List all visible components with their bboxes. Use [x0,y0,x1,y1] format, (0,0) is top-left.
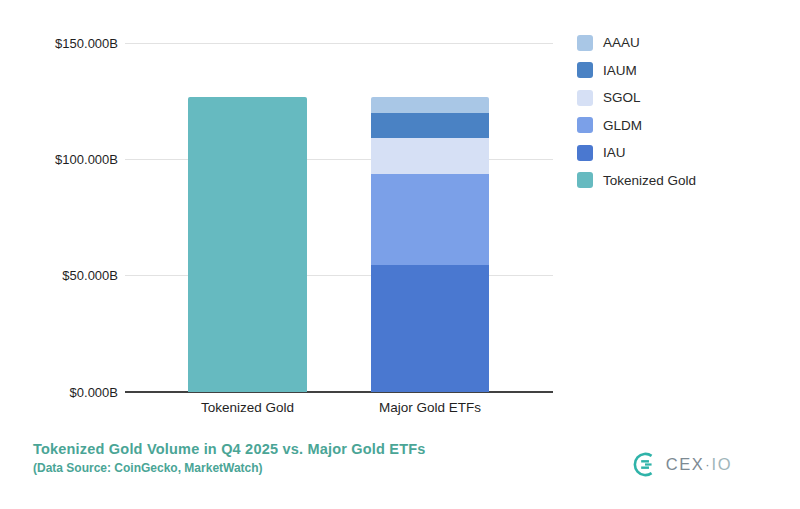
legend-label: IAUM [603,63,637,78]
legend-item-iaum: IAUM [577,62,696,79]
logo-text-cex: CEX [666,455,704,474]
legend-item-tokenized-gold: Tokenized Gold [577,172,696,189]
chart-title: Tokenized Gold Volume in Q4 2025 vs. Maj… [33,441,426,457]
bar-segment-iaum [371,113,489,138]
legend-item-sgol: SGOL [577,89,696,106]
gridline-150 [125,43,553,44]
x-axis: Tokenized Gold Major Gold ETFs [125,400,553,420]
plot-area [125,43,553,392]
legend-swatch-tokenized-gold [577,172,593,188]
legend-label: IAU [603,145,626,160]
chart-page: { "chart_data": { "type": "bar", "stacke… [0,0,800,509]
y-axis: $0.000B$50.000B$100.000B$150.000B [0,43,118,392]
y-tick-label: $0.000B [70,385,118,400]
legend-swatch-iaum [577,62,593,78]
x-category-label-tokenized-gold: Tokenized Gold [201,400,294,415]
legend-swatch-iau [577,145,593,161]
logo-text-io: IO [712,455,732,474]
legend-label: Tokenized Gold [603,173,696,188]
legend-label: GLDM [603,118,642,133]
x-category-label-major-gold-etfs: Major Gold ETFs [379,400,481,415]
legend-label: AAAU [603,35,640,50]
legend-swatch-aaau [577,35,593,51]
legend-swatch-gldm [577,117,593,133]
legend-swatch-sgol [577,90,593,106]
legend-item-iau: IAU [577,144,696,161]
y-tick-label: $50.000B [62,268,118,283]
bar-segment-iau [371,265,489,392]
bar-segment-sgol [371,138,489,174]
bar-segment-tokenized-gold [188,97,307,392]
chart-legend: AAAU IAUM SGOL GLDM IAU Tokenized Gold [577,34,696,199]
logo-separator: · [705,457,709,472]
chart-footer: Tokenized Gold Volume in Q4 2025 vs. Maj… [33,441,426,475]
cexio-logo: CEX · IO [632,451,732,478]
y-tick-label: $150.000B [55,36,118,51]
bar-segment-aaau [371,97,489,113]
legend-item-gldm: GLDM [577,117,696,134]
bar-segment-gldm [371,174,489,265]
legend-label: SGOL [603,90,641,105]
cexio-ring-mark-icon [632,451,659,478]
y-tick-label: $100.000B [55,152,118,167]
legend-item-aaau: AAAU [577,34,696,51]
chart-subtitle: (Data Source: CoinGecko, MarketWatch) [33,461,426,475]
